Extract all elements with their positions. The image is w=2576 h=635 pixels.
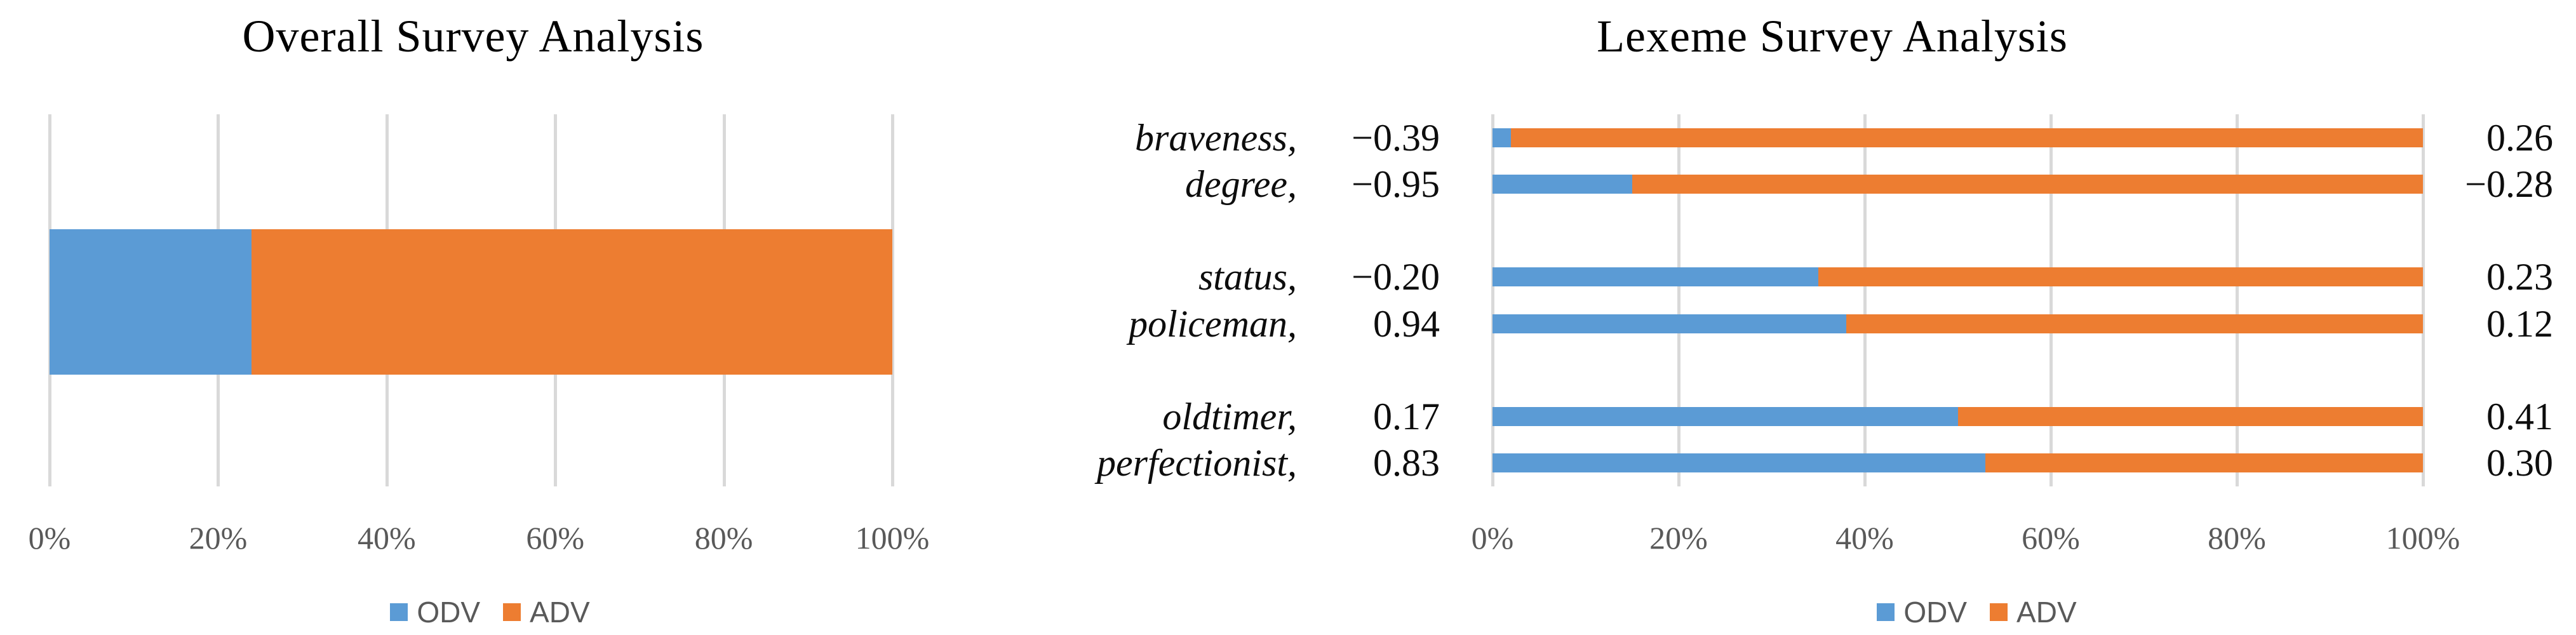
category-score: −0.95: [1352, 163, 1440, 205]
legend-item: ADV: [503, 595, 590, 629]
category-label: oldtimer, 0.17: [1067, 394, 1440, 439]
x-tick-label: 100%: [2385, 520, 2460, 556]
lexeme-plot-area: [1491, 114, 2425, 486]
legend-label: ADV: [2016, 596, 2077, 629]
right-value-label: 0.41: [2486, 396, 2553, 438]
category-score: −0.39: [1352, 116, 1440, 159]
category-score: 0.83: [1373, 442, 1440, 485]
category-label: perfectionist, 0.83: [1067, 440, 1440, 486]
category-label: braveness, −0.39: [1067, 115, 1440, 161]
gridline: [2049, 114, 2053, 486]
gridline: [48, 114, 51, 486]
bar-segment-odv: [1493, 174, 1632, 194]
overall-legend: ODV ADV: [69, 593, 911, 631]
stacked-bar-row: [1493, 314, 2423, 333]
gridline: [891, 114, 894, 486]
x-tick-label: 0%: [1471, 520, 1514, 556]
legend-label: ODV: [417, 596, 481, 629]
bar-segment-odv: [1493, 128, 1512, 147]
bar-segment-odv: [1493, 267, 1818, 287]
bar-segment-adv: [1846, 314, 2423, 333]
lexeme-chart-title: Lexeme Survey Analysis: [1597, 11, 2068, 62]
gridline: [2422, 114, 2425, 486]
right-value-label: 0.12: [2486, 302, 2553, 345]
legend-item: ODV: [390, 595, 480, 629]
gridline: [554, 114, 558, 486]
gridline: [2236, 114, 2239, 486]
stacked-bar-row: [1493, 174, 2423, 194]
bar-segment-odv: [1493, 407, 1958, 427]
right-value-label: 0.23: [2486, 256, 2553, 298]
x-tick-label: 80%: [2208, 520, 2266, 556]
legend-label: ODV: [1903, 596, 1968, 629]
stacked-bar-row: [1493, 407, 2423, 427]
bar-segment-odv: [1493, 453, 1986, 473]
gridline: [722, 114, 726, 486]
x-tick-label: 60%: [526, 520, 585, 556]
category-name: oldtimer,: [1162, 396, 1297, 438]
overall-x-axis: 0% 20% 40% 60% 80% 100%: [29, 519, 930, 556]
lexeme-x-axis: 0% 20% 40% 60% 80% 100%: [1472, 519, 2460, 556]
category-score: 0.94: [1373, 302, 1440, 345]
legend-swatch-odv: [1877, 603, 1895, 621]
legend-label: ADV: [530, 596, 590, 629]
legend-item: ADV: [1990, 595, 2077, 629]
category-label: degree, −0.95: [1067, 161, 1440, 207]
bar-segment-adv: [1632, 174, 2423, 194]
category-name: degree,: [1184, 163, 1297, 205]
bar-segment-odv: [50, 229, 252, 375]
gridline: [385, 114, 389, 486]
bar-segment-adv: [1957, 407, 2423, 427]
x-tick-label: 0%: [28, 520, 71, 556]
category-name: braveness,: [1135, 116, 1297, 159]
lexeme-legend: ODV ADV: [1512, 593, 2442, 631]
category-score: −0.20: [1352, 256, 1440, 298]
right-value-label: 0.26: [2486, 116, 2553, 159]
bar-segment-adv: [1985, 453, 2423, 473]
stacked-bar-row: [1493, 128, 2423, 147]
x-tick-label: 100%: [855, 520, 930, 556]
gridline: [217, 114, 220, 486]
bar-segment-odv: [1493, 314, 1846, 333]
x-tick-label: 60%: [2022, 520, 2080, 556]
legend-item: ODV: [1877, 595, 1967, 629]
right-value-label: 0.30: [2486, 442, 2553, 485]
stacked-bar-row: [50, 229, 892, 375]
legend-swatch-odv: [390, 603, 408, 621]
gridline: [1491, 114, 1494, 486]
category-name: perfectionist,: [1097, 442, 1297, 485]
overall-plot-area: [48, 114, 894, 486]
x-tick-label: 20%: [189, 520, 248, 556]
category-name: policeman,: [1129, 302, 1297, 345]
x-tick-label: 20%: [1649, 520, 1708, 556]
gridline: [1863, 114, 1867, 486]
legend-swatch-adv: [1990, 603, 2008, 621]
x-tick-label: 40%: [357, 520, 416, 556]
bar-segment-adv: [1511, 128, 2423, 147]
stacked-bar-row: [1493, 267, 2423, 287]
x-tick-label: 80%: [694, 520, 753, 556]
right-value-label: −0.28: [2465, 163, 2553, 205]
bar-segment-adv: [1818, 267, 2423, 287]
category-name: status,: [1198, 256, 1297, 298]
category-label: policeman, 0.94: [1067, 301, 1440, 347]
legend-swatch-adv: [503, 603, 521, 621]
stacked-bar-row: [1493, 453, 2423, 473]
category-label: status, −0.20: [1067, 254, 1440, 300]
x-tick-label: 40%: [1835, 520, 1894, 556]
gridline: [1677, 114, 1680, 486]
bar-segment-adv: [252, 229, 892, 375]
overall-chart-title: Overall Survey Analysis: [242, 11, 704, 62]
category-score: 0.17: [1373, 396, 1440, 438]
